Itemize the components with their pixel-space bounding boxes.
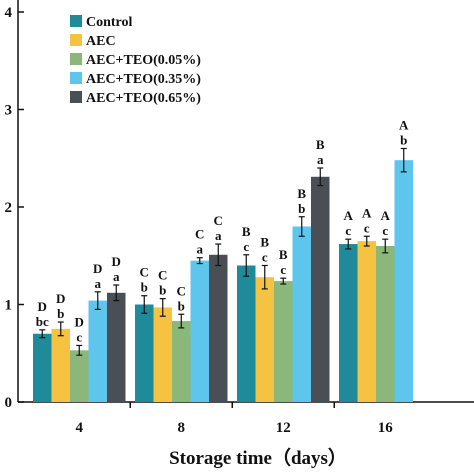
bar bbox=[209, 254, 228, 402]
significance-label-upper: B bbox=[297, 186, 306, 201]
significance-label-lower: b bbox=[298, 201, 305, 216]
significance-label-upper: B bbox=[279, 247, 288, 262]
legend-swatch bbox=[70, 91, 82, 103]
significance-label-upper: A bbox=[399, 118, 409, 133]
legend-label: Control bbox=[86, 15, 133, 30]
bar bbox=[237, 265, 256, 402]
bar bbox=[394, 160, 413, 402]
bar bbox=[292, 226, 311, 402]
significance-label-upper: B bbox=[260, 235, 269, 250]
x-axis-label: Storage time（days） bbox=[169, 446, 347, 469]
x-tick-label: 4 bbox=[76, 420, 84, 436]
significance-label-upper: D bbox=[38, 299, 47, 314]
significance-label-upper: D bbox=[56, 291, 65, 306]
significance-label-upper: C bbox=[140, 265, 149, 280]
legend-swatch bbox=[70, 53, 82, 65]
y-tick-label: 1 bbox=[5, 298, 13, 314]
bar bbox=[255, 277, 274, 402]
significance-label-lower: a bbox=[113, 269, 120, 284]
significance-label-lower: c bbox=[262, 250, 268, 265]
significance-label-upper: C bbox=[177, 283, 186, 298]
significance-label-lower: c bbox=[382, 223, 388, 238]
x-tick-label: 16 bbox=[378, 420, 394, 436]
legend-label: AEC+TEO(0.35%) bbox=[86, 72, 201, 87]
significance-label-lower: c bbox=[345, 223, 351, 238]
significance-label-lower: b bbox=[178, 298, 185, 313]
significance-label-lower: b bbox=[400, 133, 407, 148]
legend-swatch bbox=[70, 34, 82, 46]
x-tick-label: 12 bbox=[276, 420, 291, 436]
significance-label-upper: A bbox=[362, 205, 372, 220]
y-tick-label: 4 bbox=[5, 5, 13, 21]
significance-label-upper: D bbox=[93, 261, 102, 276]
significance-label-upper: D bbox=[75, 314, 84, 329]
y-tick-label: 0 bbox=[5, 395, 13, 411]
bar bbox=[70, 350, 89, 402]
bar bbox=[135, 304, 154, 402]
bar bbox=[274, 281, 293, 402]
significance-label-upper: B bbox=[242, 224, 251, 239]
bar bbox=[376, 246, 395, 402]
legend-label: AEC bbox=[86, 34, 116, 49]
legend-swatch bbox=[70, 72, 82, 84]
significance-label-upper: C bbox=[214, 213, 223, 228]
significance-label-upper: D bbox=[112, 254, 121, 269]
significance-label-lower: a bbox=[95, 276, 102, 291]
significance-label-lower: b bbox=[57, 306, 64, 321]
legend-label: AEC+TEO(0.05%) bbox=[86, 53, 201, 68]
significance-label-upper: B bbox=[316, 137, 325, 152]
significance-label-lower: a bbox=[317, 152, 324, 167]
y-axis: 4 3 2 1 0 bbox=[5, 0, 24, 411]
bar bbox=[357, 241, 376, 402]
legend-swatch bbox=[70, 15, 82, 27]
x-axis: 4 8 12 16 bbox=[18, 401, 474, 436]
significance-label-upper: C bbox=[158, 268, 167, 283]
significance-label-lower: c bbox=[364, 220, 370, 235]
significance-label-lower: c bbox=[280, 262, 286, 277]
significance-label-upper: C bbox=[195, 227, 204, 242]
significance-label-lower: c bbox=[76, 329, 82, 344]
significance-label-lower: a bbox=[215, 228, 222, 243]
significance-label-lower: bc bbox=[36, 314, 49, 329]
significance-label-upper: A bbox=[381, 208, 391, 223]
bar bbox=[190, 260, 209, 402]
significance-label-lower: a bbox=[197, 242, 204, 257]
bar bbox=[172, 321, 191, 402]
legend-label: AEC+TEO(0.65%) bbox=[86, 91, 201, 106]
bar bbox=[88, 300, 107, 402]
bar bbox=[51, 328, 70, 402]
bar bbox=[33, 333, 52, 402]
bar bbox=[339, 244, 358, 402]
bar bbox=[311, 176, 330, 402]
legend: Control AEC AEC+TEO(0.05%) AEC+TEO(0.35%) AE… bbox=[70, 15, 201, 106]
y-tick-label: 2 bbox=[5, 200, 13, 216]
y-tick-label: 3 bbox=[5, 103, 13, 119]
significance-label-upper: A bbox=[344, 208, 354, 223]
significance-label-lower: b bbox=[141, 280, 148, 295]
bar bbox=[107, 292, 126, 402]
significance-label-lower: c bbox=[243, 239, 249, 254]
significance-label-lower: b bbox=[159, 283, 166, 298]
x-tick-label: 8 bbox=[178, 420, 186, 436]
bar bbox=[153, 307, 172, 402]
